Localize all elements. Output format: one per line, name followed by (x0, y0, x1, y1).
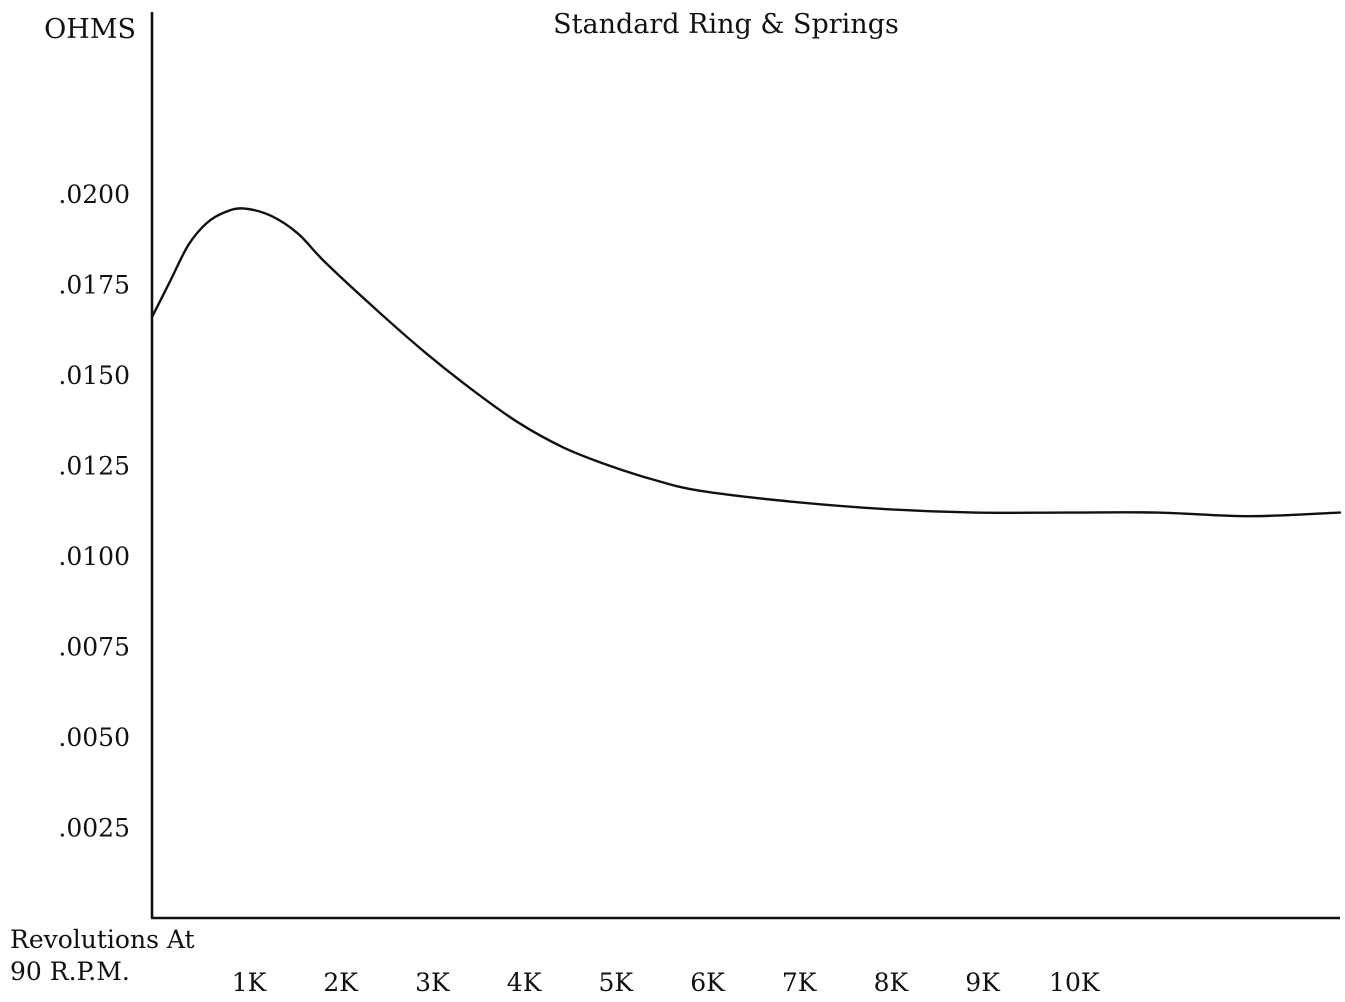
x-tick-label: 9K (965, 968, 1001, 997)
y-tick-label: .0100 (58, 542, 130, 571)
chart-title: Standard Ring & Springs (553, 9, 899, 40)
y-tick-label: .0150 (58, 361, 130, 390)
y-tick-label: .0200 (58, 180, 130, 209)
tick-labels: .0025 .0050 .0075 .0100 .0125 .0150 .0175 .0200… (58, 180, 1100, 997)
series-line (150, 207, 1342, 518)
x-tick-label: 7K (782, 968, 818, 997)
x-tick-label: 6K (690, 968, 726, 997)
y-tick-label: .0075 (58, 633, 130, 662)
y-tick-label: .0125 (58, 452, 130, 481)
x-tick-label: 1K (232, 968, 268, 997)
x-axis-label-line2: 90 R.P.M. (10, 957, 130, 986)
x-tick-label: 3K (415, 968, 451, 997)
x-axis-label-line1: Revolutions At (10, 925, 195, 954)
x-tick-label: 10K (1049, 968, 1101, 997)
x-tick-label: 5K (599, 968, 635, 997)
y-tick-label: .0025 (58, 814, 130, 843)
axes (150, 12, 1340, 920)
y-tick-label: .0050 (58, 723, 130, 752)
x-tick-label: 8K (874, 968, 910, 997)
x-tick-label: 2K (323, 968, 359, 997)
x-tick-label: 4K (507, 968, 543, 997)
series-layer (150, 207, 1342, 518)
y-axis-label: OHMS (44, 14, 136, 45)
y-tick-label: .0175 (58, 271, 130, 300)
